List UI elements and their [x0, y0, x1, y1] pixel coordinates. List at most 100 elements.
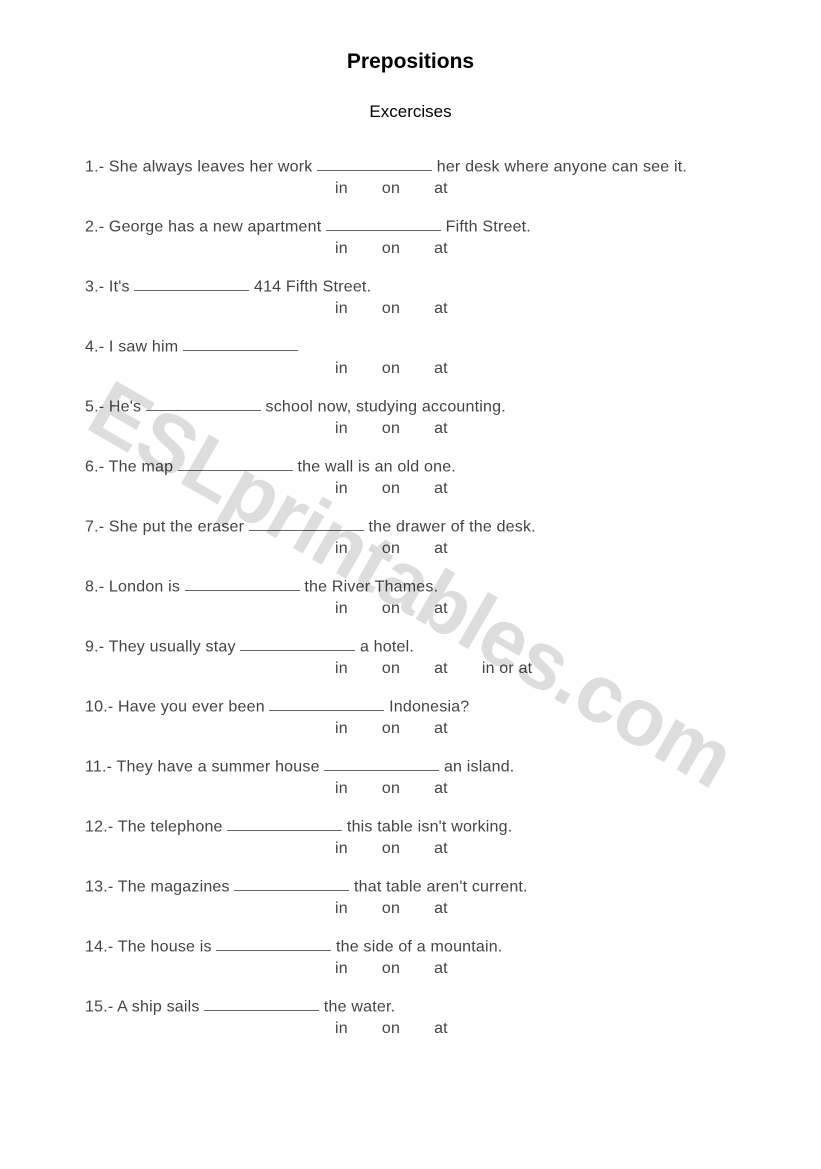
question-pre-text: George has a new apartment: [104, 218, 326, 235]
answer-choices: in on at: [85, 600, 736, 618]
answer-choice[interactable]: in: [335, 960, 348, 978]
answer-choice[interactable]: in: [335, 180, 348, 198]
answer-choice[interactable]: on: [382, 780, 400, 798]
answer-choice[interactable]: on: [382, 480, 400, 498]
fill-blank[interactable]: [178, 456, 293, 471]
fill-blank[interactable]: [317, 156, 432, 171]
answer-choice[interactable]: in: [335, 480, 348, 498]
question-number: 15.-: [85, 998, 113, 1015]
answer-choices: in on at: [85, 540, 736, 558]
fill-blank[interactable]: [249, 516, 364, 531]
answer-choice[interactable]: on: [382, 300, 400, 318]
answer-choice[interactable]: in: [335, 540, 348, 558]
answer-choice[interactable]: in: [335, 600, 348, 618]
question-number: 9.-: [85, 638, 104, 655]
answer-choice[interactable]: at: [434, 300, 448, 318]
fill-blank[interactable]: [269, 696, 384, 711]
answer-choice[interactable]: at: [434, 240, 448, 258]
answer-choice[interactable]: at: [434, 480, 448, 498]
answer-choice[interactable]: at: [434, 900, 448, 918]
question-pre-text: She always leaves her work: [104, 158, 317, 175]
answer-choice[interactable]: in: [335, 420, 348, 438]
question-post-text: this table isn't working.: [342, 818, 512, 835]
question-post-text: an island.: [439, 758, 514, 775]
answer-choice[interactable]: in: [335, 240, 348, 258]
answer-choices: in on at: [85, 360, 736, 378]
answer-choice[interactable]: on: [382, 900, 400, 918]
answer-choice[interactable]: at: [434, 840, 448, 858]
answer-choice[interactable]: in: [335, 1020, 348, 1038]
question-text: 1.- She always leaves her work her desk …: [85, 156, 736, 178]
fill-blank[interactable]: [326, 216, 441, 231]
question-pre-text: It's: [104, 278, 134, 295]
answer-choices: in on at: [85, 960, 736, 978]
answer-choice[interactable]: in: [335, 660, 348, 678]
answer-choice[interactable]: at: [434, 660, 448, 678]
question-pre-text: The telephone: [113, 818, 227, 835]
question-text: 11.- They have a summer house an island.: [85, 756, 736, 778]
answer-choice[interactable]: on: [382, 240, 400, 258]
question-post-text: the water.: [319, 998, 395, 1015]
answer-choices: in on at: [85, 180, 736, 198]
question-number: 3.-: [85, 278, 104, 295]
answer-choice[interactable]: in: [335, 780, 348, 798]
question-number: 13.-: [85, 878, 113, 895]
answer-choice[interactable]: at: [434, 780, 448, 798]
answer-choices: in on at: [85, 420, 736, 438]
fill-blank[interactable]: [204, 996, 319, 1011]
answer-choice[interactable]: at: [434, 420, 448, 438]
answer-choice[interactable]: on: [382, 660, 400, 678]
question-pre-text: He's: [104, 398, 146, 415]
question-number: 7.-: [85, 518, 104, 535]
answer-choices: in on at in or at: [85, 660, 736, 678]
answer-choice[interactable]: at: [434, 600, 448, 618]
question-pre-text: The magazines: [113, 878, 234, 895]
answer-choices: in on at: [85, 720, 736, 738]
answer-choice[interactable]: at: [434, 1020, 448, 1038]
question-post-text: her desk where anyone can see it.: [432, 158, 687, 175]
fill-blank[interactable]: [240, 636, 355, 651]
fill-blank[interactable]: [146, 396, 261, 411]
answer-choice[interactable]: on: [382, 360, 400, 378]
answer-choice[interactable]: on: [382, 720, 400, 738]
answer-choice[interactable]: on: [382, 600, 400, 618]
answer-choice[interactable]: in: [335, 840, 348, 858]
answer-choice[interactable]: on: [382, 420, 400, 438]
fill-blank[interactable]: [227, 816, 342, 831]
answer-choice[interactable]: on: [382, 180, 400, 198]
fill-blank[interactable]: [216, 936, 331, 951]
question-text: 7.- She put the eraser the drawer of the…: [85, 516, 736, 538]
fill-blank[interactable]: [134, 276, 249, 291]
answer-choices: in on at: [85, 780, 736, 798]
answer-choice[interactable]: at: [434, 960, 448, 978]
question-text: 9.- They usually stay a hotel.: [85, 636, 736, 658]
answer-choice[interactable]: in: [335, 900, 348, 918]
answer-choice[interactable]: on: [382, 1020, 400, 1038]
fill-blank[interactable]: [185, 576, 300, 591]
question-pre-text: They have a summer house: [112, 758, 324, 775]
question-pre-text: I saw him: [104, 338, 183, 355]
question-text: 15.- A ship sails the water.: [85, 996, 736, 1018]
fill-blank[interactable]: [183, 336, 298, 351]
question-text: 10.- Have you ever been Indonesia?: [85, 696, 736, 718]
answer-choice[interactable]: at: [434, 180, 448, 198]
answer-choice[interactable]: in: [335, 360, 348, 378]
question-text: 14.- The house is the side of a mountain…: [85, 936, 736, 958]
question-text: 5.- He's school now, studying accounting…: [85, 396, 736, 418]
fill-blank[interactable]: [324, 756, 439, 771]
answer-choice[interactable]: at: [434, 720, 448, 738]
answer-choice[interactable]: on: [382, 540, 400, 558]
answer-choice[interactable]: at: [434, 540, 448, 558]
question-number: 2.-: [85, 218, 104, 235]
answer-choice[interactable]: in: [335, 300, 348, 318]
fill-blank[interactable]: [234, 876, 349, 891]
question-pre-text: They usually stay: [104, 638, 240, 655]
answer-choice[interactable]: in: [335, 720, 348, 738]
answer-choice[interactable]: in or at: [482, 660, 533, 678]
answer-choice[interactable]: at: [434, 360, 448, 378]
question-text: 13.- The magazines that table aren't cur…: [85, 876, 736, 898]
answer-choice[interactable]: on: [382, 960, 400, 978]
question-text: 12.- The telephone this table isn't work…: [85, 816, 736, 838]
answer-choice[interactable]: on: [382, 840, 400, 858]
questions-container: 1.- She always leaves her work her desk …: [85, 156, 736, 1038]
